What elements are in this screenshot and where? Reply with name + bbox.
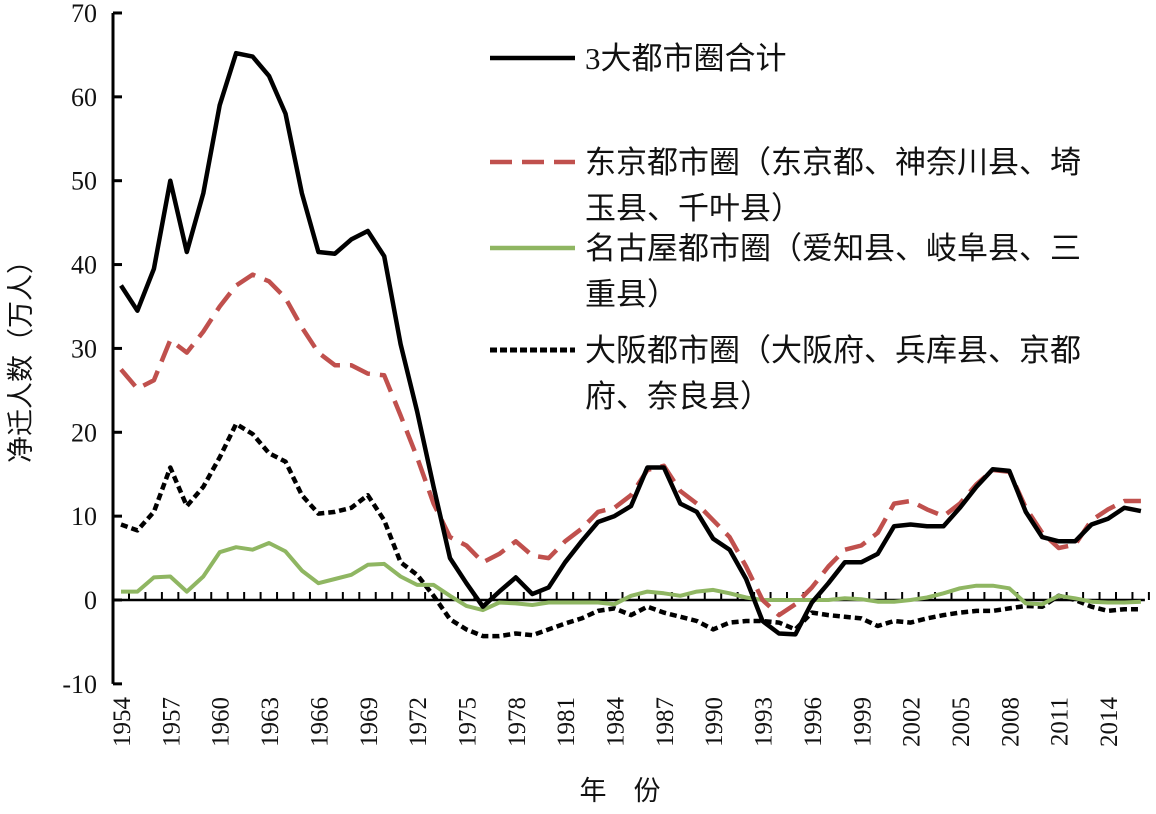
axes xyxy=(111,11,1150,686)
x-tick-label: 1969 xyxy=(356,697,383,747)
x-tick-label: 1996 xyxy=(800,697,827,747)
y-tick-label: 40 xyxy=(71,251,97,280)
legend-label-1: 东京都市圈（东京都、神奈川县、埼 xyxy=(585,145,1081,180)
y-tick-label: 30 xyxy=(71,334,97,363)
series-line-2 xyxy=(121,541,1141,613)
x-tick-label: 1999 xyxy=(849,697,876,747)
x-tick-label: 1975 xyxy=(454,697,481,747)
x-tick-label: 2008 xyxy=(997,697,1024,747)
x-tick-label: 1993 xyxy=(751,697,778,747)
legend-label-3: 大阪都市圈（大阪府、兵库县、京都 xyxy=(585,333,1081,368)
y-tick-label: 10 xyxy=(71,502,97,531)
y-tick-label: 50 xyxy=(71,167,97,196)
y-tick-label: -10 xyxy=(62,670,97,699)
x-tick-label: 1987 xyxy=(652,697,679,747)
x-tick-label: 1981 xyxy=(553,697,580,747)
series-line-1 xyxy=(119,272,1141,618)
x-tick-label: 1990 xyxy=(701,697,728,747)
y-tick-label: 0 xyxy=(84,586,97,615)
x-tick-label: 2002 xyxy=(899,697,926,747)
legend-label-0: 3大都市圈合计 xyxy=(585,41,787,76)
y-tick-label: 20 xyxy=(71,418,97,447)
x-tick-label: 2005 xyxy=(948,697,975,747)
x-tick-label: 1978 xyxy=(504,697,531,747)
y-axis-label: 净迁人数（万人） xyxy=(6,247,36,463)
x-axis-label: 年 份 xyxy=(580,776,661,806)
x-tick-label: 2014 xyxy=(1096,697,1123,748)
x-tick-label: 1954 xyxy=(109,697,136,748)
series-line-0 xyxy=(119,50,1142,637)
series-line-3 xyxy=(120,421,1141,639)
x-tick-label: 1966 xyxy=(306,697,333,747)
series-lines xyxy=(119,50,1142,639)
x-tick-label: 1963 xyxy=(257,697,284,747)
legend-label-3: 府、奈良县） xyxy=(585,379,771,414)
legend-label-1: 玉县、千叶县） xyxy=(585,191,802,226)
x-tick-label: 2011 xyxy=(1047,697,1074,746)
y-tick-label: 70 xyxy=(71,0,97,28)
y-tick-label: 60 xyxy=(71,83,97,112)
x-tick-label: 1960 xyxy=(208,697,235,747)
legend-label-2: 名古屋都市圈（爱知县、岐阜县、三 xyxy=(585,231,1081,266)
x-tick-label: 1957 xyxy=(158,697,185,747)
tick-labels: -10 0 10 20 30 40 50 60 70 1954 1957 1960 1963 1966 19… xyxy=(62,0,1123,747)
x-tick-label: 1972 xyxy=(405,697,432,747)
x-tick-label: 1984 xyxy=(603,697,630,748)
legend-label-2: 重县） xyxy=(585,277,678,312)
